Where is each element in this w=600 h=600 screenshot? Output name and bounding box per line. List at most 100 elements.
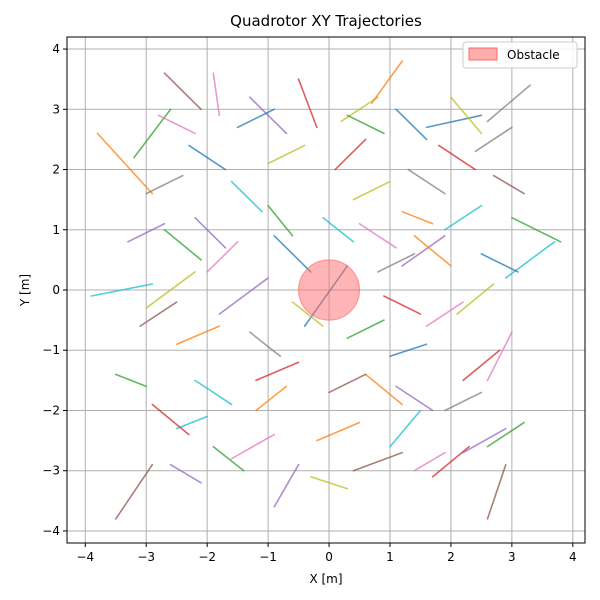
trajectory-segment [444,204,483,231]
trajectory-segment [352,180,391,201]
trajectory-segment [151,403,190,436]
trajectory-segment [395,385,434,412]
x-axis-ticks: −4 −3 −2 −1 0 1 2 3 4 [76,543,577,564]
trajectory-segment [444,391,483,412]
y-tick-label: 3 [52,102,60,116]
trajectory-segment [450,96,483,135]
legend-label-obstacle: Obstacle [507,48,560,62]
trajectory-segment [456,283,495,315]
trajectory-segment [346,114,385,135]
trajectory-segment [267,204,294,237]
trajectory-segment [114,463,154,520]
trajectory-segment [139,301,178,327]
trajectory-segment [255,361,300,382]
y-tick-label: 1 [52,223,60,237]
trajectory-segment [145,271,196,309]
trajectory-segment [212,72,221,117]
trajectory-segment [309,475,349,490]
y-tick-label: −3 [42,464,60,478]
trajectory-segment [486,84,531,123]
trajectory-segment [175,325,221,346]
trajectory-segment [425,114,483,129]
trajectory-segment [389,343,428,358]
trajectory-segment [486,463,507,520]
trajectory-segment [218,277,269,315]
y-tick-label: 0 [52,283,60,297]
trajectory-segment [90,283,154,297]
x-axis-label: X [m] [309,572,342,586]
trajectory-segment [431,445,471,478]
x-tick-label: −4 [76,550,94,564]
y-tick-label: 2 [52,163,60,177]
trajectory-segment [297,78,318,129]
y-axis-ticks: −4 −3 −2 −1 0 1 2 3 4 [42,42,67,538]
trajectory-segment [352,451,403,472]
y-axis-label: Y [m] [18,274,32,307]
trajectory-segment [157,114,196,135]
trajectory-segment [401,210,434,225]
trajectory-segment [316,421,361,442]
y-tick-label: 4 [52,42,60,56]
x-tick-label: −3 [137,550,155,564]
x-tick-label: 2 [447,550,455,564]
trajectory-segment [370,60,403,105]
x-tick-label: 3 [508,550,516,564]
x-tick-label: 4 [569,550,577,564]
trajectory-segment [96,132,154,195]
trajectory-segment [480,253,519,273]
trajectory-segment [163,72,202,111]
trajectory-segment [188,144,227,171]
x-tick-label: 0 [325,550,333,564]
trajectory-segment [486,331,513,382]
trajectory-segment [376,253,416,273]
trajectory-segment [249,96,288,135]
trajectory-segment [395,108,428,141]
x-tick-label: −1 [259,550,277,564]
trajectory-segment [328,373,367,394]
chart-title: Quadrotor XY Trajectories [230,12,422,30]
trajectory-segment [322,216,355,243]
x-tick-label: 1 [386,550,394,564]
trajectory-segment [273,234,312,273]
trajectory-segment [511,216,562,243]
trajectory-segment [255,385,288,412]
trajectory-segment [358,222,397,249]
trajectory-segment [194,379,233,406]
trajectory-segment [413,234,452,267]
trajectory-segment [273,463,300,508]
trajectory-segment [230,180,263,213]
trajectory-segment [334,138,367,171]
trajectory-segment [230,433,276,460]
trajectory-segment [236,108,276,129]
legend-swatch-obstacle [468,47,498,61]
y-tick-label: −4 [42,524,60,538]
obstacle-layer [298,259,361,321]
trajectory-segment [114,373,148,388]
trajectory-segment [407,168,446,195]
trajectory-segment [212,445,245,472]
trajectory-segment [194,216,227,249]
trajectory-segment [486,421,525,448]
trajectory-segment [206,241,239,273]
trajectory-segment [389,409,422,448]
trajectory-segment [163,228,202,261]
trajectory-segment [401,234,446,267]
trajectory-segment [364,373,403,406]
trajectory-segment [504,241,556,279]
y-tick-label: −2 [42,403,60,417]
trajectory-segment [145,174,184,195]
trajectory-segment [169,463,202,484]
trajectory-segment [249,331,282,358]
trajectory-segment [340,96,379,123]
trajectory-segment [462,427,507,454]
trajectory-segment [437,144,477,171]
trajectory-segment [267,144,306,165]
y-tick-label: −1 [42,343,60,357]
trajectory-segment [413,451,446,472]
trajectory-segments [90,60,562,520]
trajectory-segment [133,108,172,159]
trajectory-segment [492,174,525,195]
trajectory-segment [474,126,513,153]
obstacle-circle [298,259,361,321]
